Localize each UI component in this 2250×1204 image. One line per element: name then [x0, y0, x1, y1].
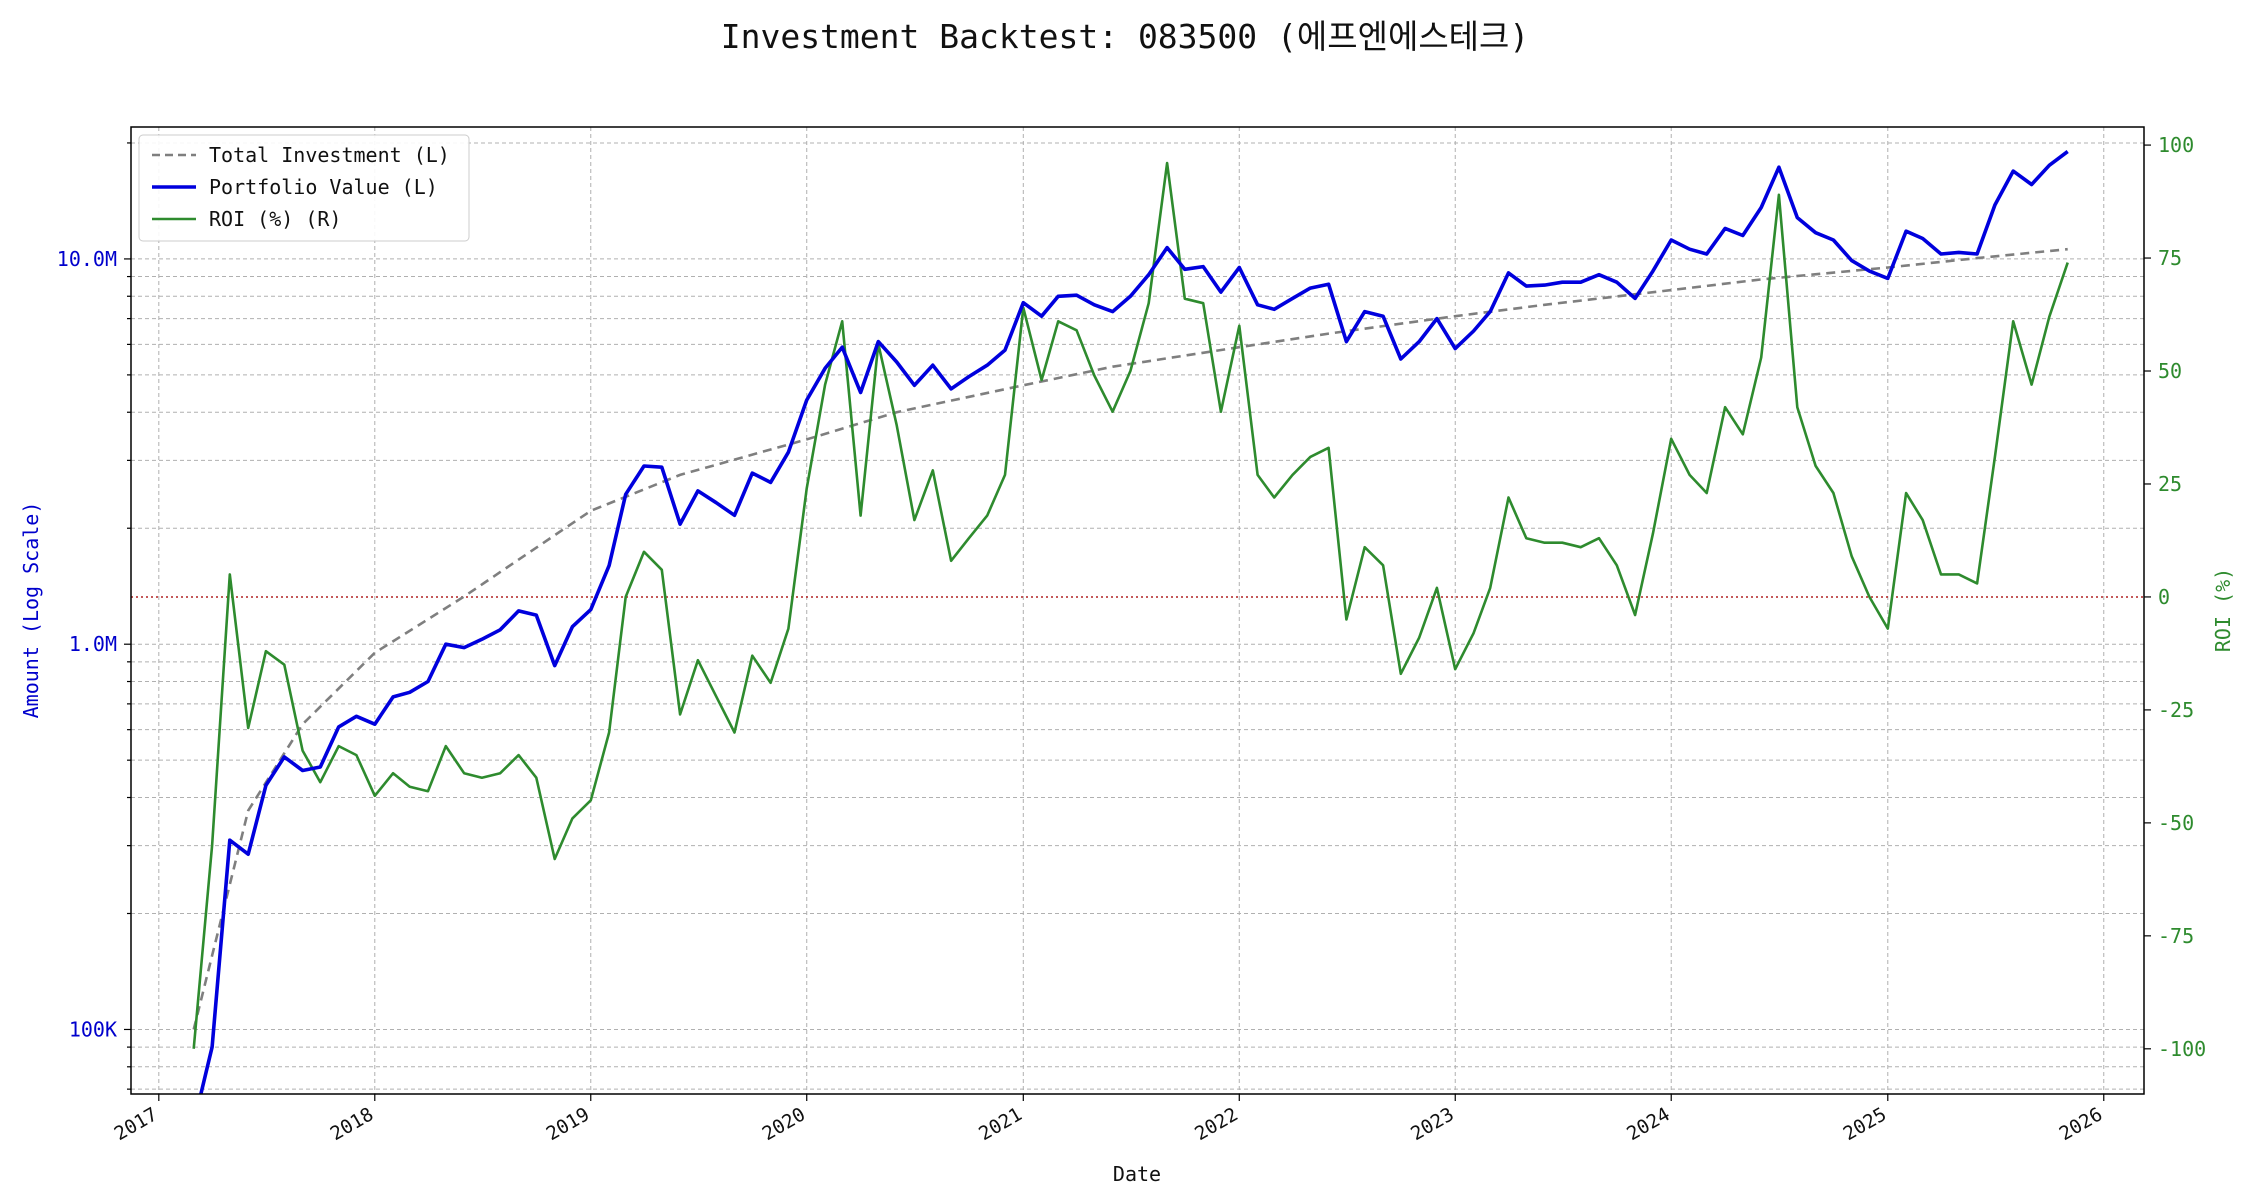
chart-title: Investment Backtest: 083500 (에프엔에스테크) — [721, 17, 1530, 56]
y-right-tick-label: 50 — [2158, 359, 2182, 383]
y-right-tick-label: 25 — [2158, 472, 2182, 496]
y-axis-right-label: ROI (%) — [2211, 568, 2235, 652]
series-lines — [131, 150, 2144, 1094]
y-left-tick-label: 10.0M — [57, 247, 117, 271]
x-tick-label: 2026 — [2056, 1103, 2107, 1145]
legend-label-portfolio: Portfolio Value (L) — [209, 175, 438, 199]
x-tick-label: 2022 — [1191, 1103, 1242, 1145]
y-right-tick-label: 0 — [2158, 585, 2170, 609]
y-right-tick-label: 100 — [2158, 133, 2194, 157]
y-axis-left-label: Amount (Log Scale) — [19, 502, 43, 719]
legend-box — [138, 134, 470, 242]
y-left-tick-label: 100K — [69, 1017, 117, 1041]
grid-lines — [131, 127, 2144, 1094]
y-right-tick-label: -100 — [2158, 1037, 2206, 1061]
legend-label-investment: Total Investment (L) — [209, 143, 450, 167]
series-roi — [192, 161, 2069, 1049]
y-right-tick-label: 75 — [2158, 246, 2182, 270]
series-portfolio-value — [199, 150, 2069, 1094]
x-tick-label: 2018 — [327, 1103, 378, 1145]
x-axis-label: Date — [1113, 1162, 1161, 1186]
y-right-tick-label: -25 — [2158, 698, 2194, 722]
legend: Total Investment (L) Portfolio Value (L)… — [138, 134, 470, 242]
y-right-tick-label: -75 — [2158, 924, 2194, 948]
x-tick-label: 2021 — [975, 1103, 1026, 1145]
x-tick-label: 2019 — [543, 1103, 594, 1145]
legend-label-roi: ROI (%) (R) — [209, 207, 341, 231]
x-tick-label: 2017 — [111, 1103, 162, 1145]
plot-frame — [130, 126, 2145, 1095]
x-tick-label: 2024 — [1623, 1103, 1674, 1145]
y-right-tick-label: -50 — [2158, 811, 2194, 835]
x-tick-label: 2023 — [1407, 1103, 1458, 1145]
y-left-tick-label: 1.0M — [69, 632, 117, 656]
axes: 2017 2018 2019 2020 2021 2022 2023 2024 2025 2026… — [57, 133, 2206, 1145]
x-tick-label: 2025 — [1840, 1103, 1891, 1145]
x-tick-label: 2020 — [759, 1103, 810, 1145]
